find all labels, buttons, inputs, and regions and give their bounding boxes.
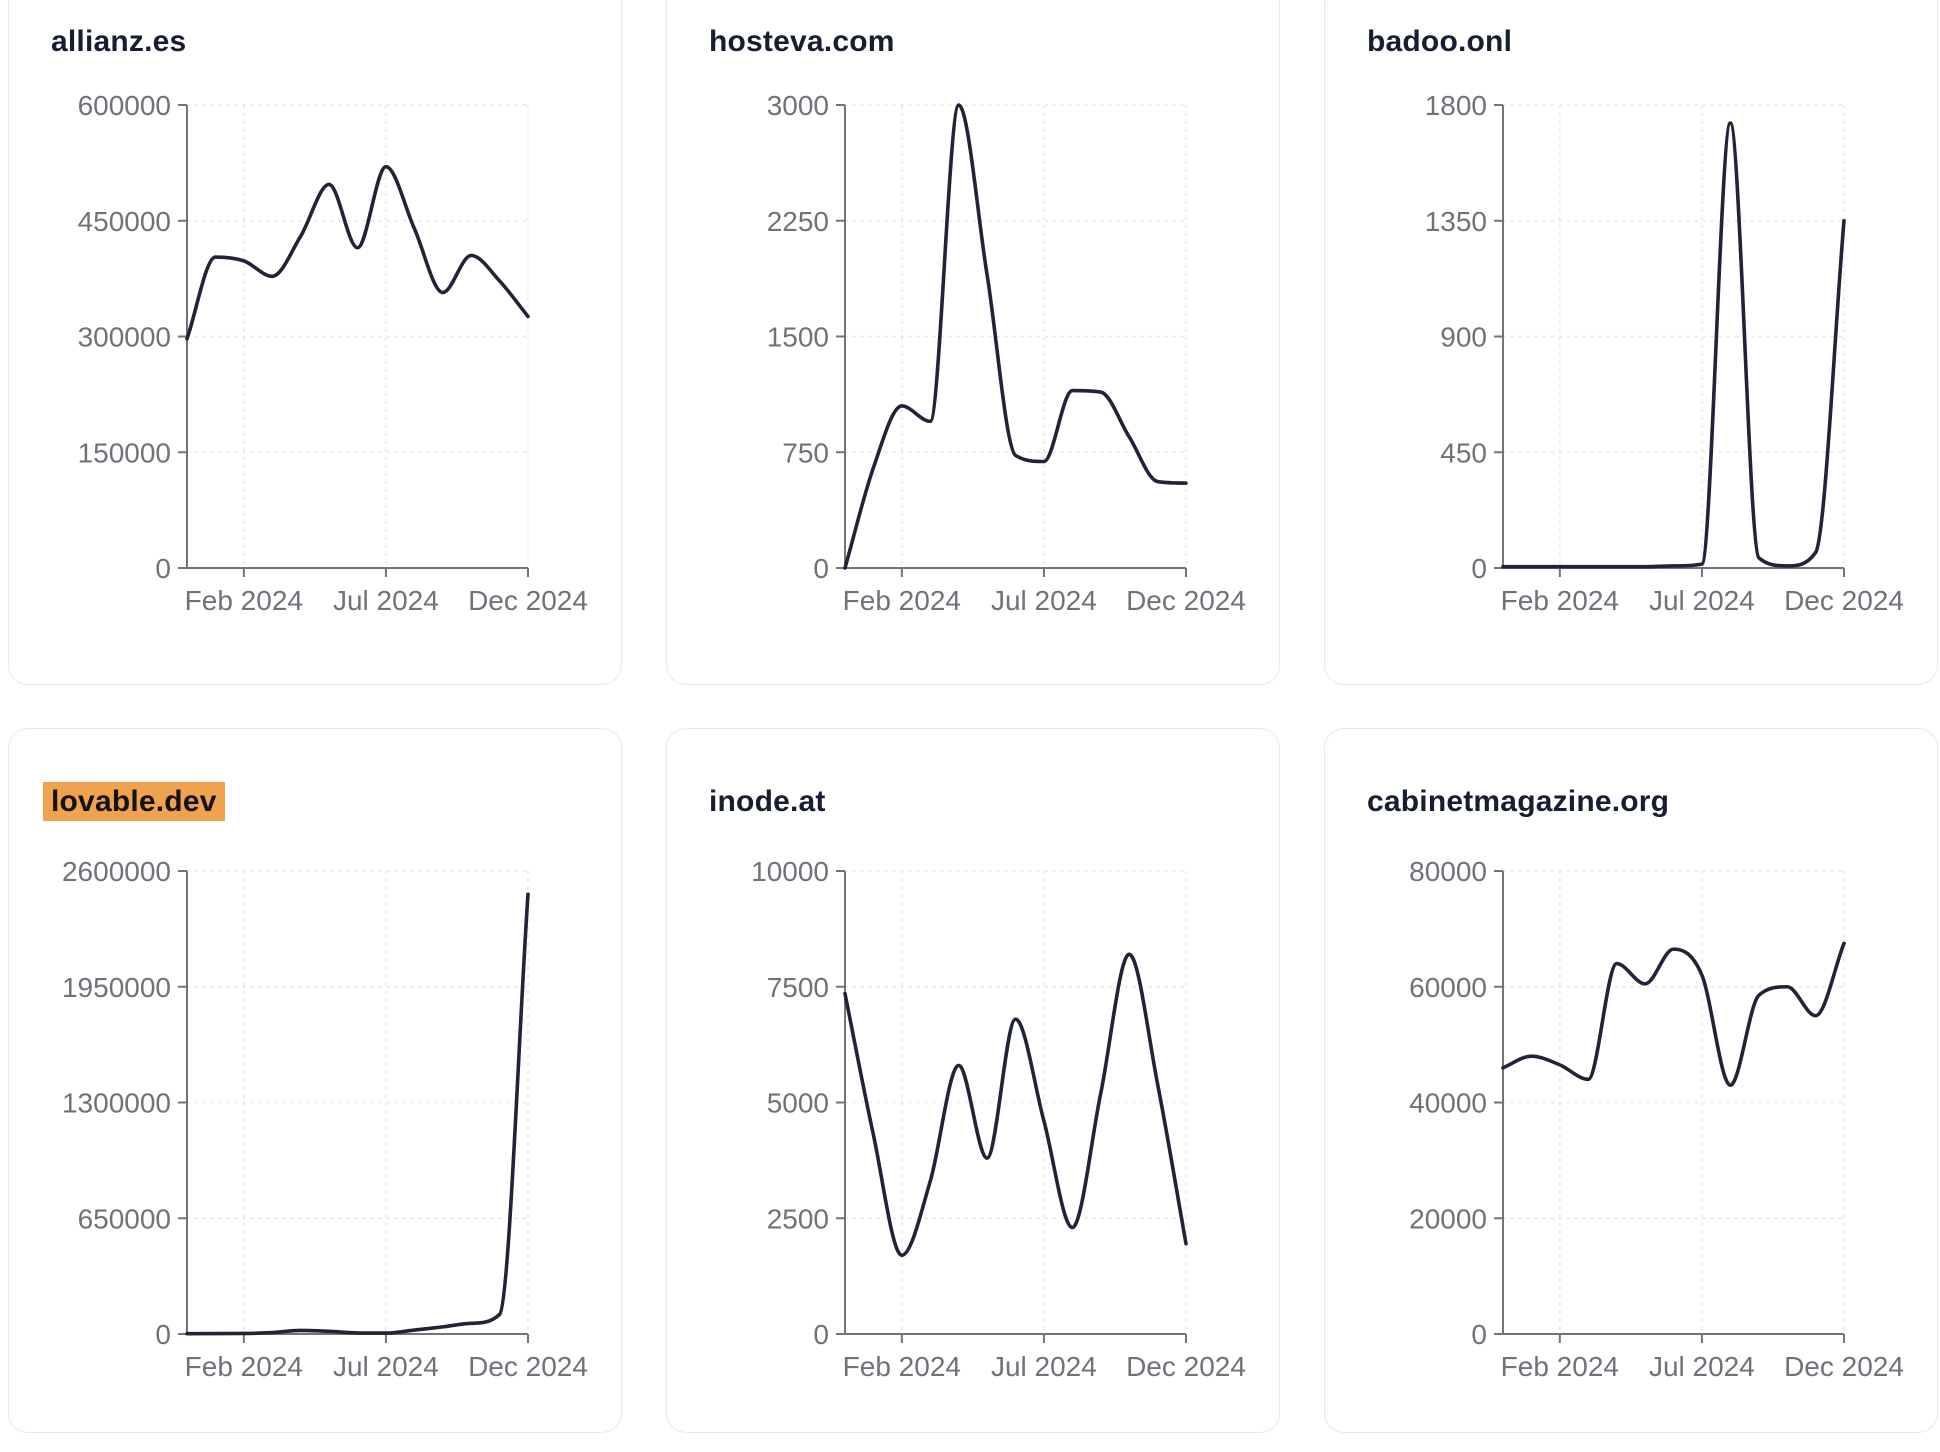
grid	[187, 104, 529, 568]
line-chart: 0 150000 300000 450000 600000 Feb 2024 Jul 202…	[78, 90, 588, 616]
chart-title: hosteva.com	[701, 25, 903, 59]
chart-title: cabinetmagazine.org	[1359, 785, 1677, 819]
x-tick-label: Feb 2024	[1501, 1351, 1619, 1382]
x-tick-label: Feb 2024	[185, 585, 303, 616]
y-tick-label: 0	[1471, 553, 1487, 584]
x-tick-label: Dec 2024	[468, 1351, 588, 1382]
x-tick-label: Jul 2024	[333, 1351, 439, 1382]
axes: 0 450 900 1350 1800 Feb 2024 Jul 2024 Dec 2024	[1425, 90, 1904, 616]
series-line	[185, 164, 530, 341]
y-tick-label: 20000	[1409, 1203, 1487, 1234]
y-tick-label: 0	[813, 553, 829, 584]
domain-title-text[interactable]: inode.at	[709, 785, 826, 818]
domain-title-text[interactable]: cabinetmagazine.org	[1367, 785, 1670, 818]
line-chart: 0 20000 40000 60000 80000 Feb 2024 Jul 2024 Dec…	[1409, 856, 1904, 1382]
y-tick-label: 1800	[1425, 90, 1487, 121]
grid	[845, 104, 1187, 568]
line-chart: 0 750 1500 2250 3000 Feb 2024 Jul 2024 Dec 2024	[767, 90, 1246, 616]
chart-title: lovable.dev	[43, 782, 225, 821]
domain-title-text[interactable]: badoo.onl	[1367, 25, 1513, 58]
grid	[1503, 870, 1845, 1334]
grid	[187, 870, 529, 1334]
y-tick-label: 600000	[78, 90, 171, 121]
x-tick-label: Dec 2024	[1126, 1351, 1246, 1382]
series-line	[843, 952, 1188, 1258]
axes: 0 750 1500 2250 3000 Feb 2024 Jul 2024 Dec 2024	[767, 90, 1246, 616]
x-tick-label: Dec 2024	[468, 585, 588, 616]
axes: 0 2500 5000 7500 10000 Feb 2024 Jul 2024 Dec 20…	[751, 856, 1246, 1382]
grid	[1503, 104, 1845, 568]
line-chart: 0 2500 5000 7500 10000 Feb 2024 Jul 2024 Dec 20…	[751, 856, 1246, 1382]
domain-title-text[interactable]: lovable.dev	[43, 782, 225, 821]
chart-title: badoo.onl	[1359, 25, 1520, 59]
y-tick-label: 1500	[767, 322, 829, 353]
chart-card: badoo.onl 0 450 900 1350 1800 Feb 2024 Jul 202…	[1324, 0, 1938, 685]
y-tick-label: 2500	[767, 1203, 829, 1234]
grid	[845, 870, 1187, 1334]
line-chart: 0 650000 1300000 1950000 2600000 Feb 2024 Jul …	[62, 856, 588, 1382]
y-tick-label: 0	[813, 1319, 829, 1350]
y-tick-label: 450	[1440, 437, 1487, 468]
y-tick-label: 80000	[1409, 856, 1487, 887]
x-tick-label: Dec 2024	[1784, 585, 1904, 616]
x-tick-label: Dec 2024	[1784, 1351, 1904, 1382]
y-tick-label: 5000	[767, 1088, 829, 1119]
domain-title-text[interactable]: hosteva.com	[709, 25, 895, 58]
x-tick-label: Feb 2024	[1501, 585, 1619, 616]
y-tick-label: 10000	[751, 856, 829, 887]
x-tick-label: Jul 2024	[333, 585, 439, 616]
series-line	[843, 103, 1188, 570]
chart-card: hosteva.com 0 750 1500 2250 3000 Feb 2024 Jul …	[666, 0, 1280, 685]
y-tick-label: 450000	[78, 206, 171, 237]
axes: 0 150000 300000 450000 600000 Feb 2024 Jul 202…	[78, 90, 588, 616]
y-tick-label: 3000	[767, 90, 829, 121]
y-tick-label: 900	[1440, 322, 1487, 353]
x-tick-label: Dec 2024	[1126, 585, 1246, 616]
y-tick-label: 7500	[767, 972, 829, 1003]
line-chart: 0 450 900 1350 1800 Feb 2024 Jul 2024 Dec 2024	[1425, 90, 1904, 616]
y-tick-label: 1300000	[62, 1088, 171, 1119]
chart-card: allianz.es 0 150000 300000 450000 600000 Feb …	[8, 0, 622, 685]
axes: 0 20000 40000 60000 80000 Feb 2024 Jul 2024 Dec…	[1409, 856, 1904, 1382]
series-line	[185, 892, 530, 1336]
series-line	[1501, 941, 1846, 1087]
chart-card: cabinetmagazine.org 0 20000 40000 60000 8000…	[1324, 728, 1938, 1433]
y-tick-label: 300000	[78, 322, 171, 353]
y-tick-label: 1950000	[62, 972, 171, 1003]
x-tick-label: Jul 2024	[1649, 1351, 1755, 1382]
chart-title: inode.at	[701, 785, 834, 819]
chart-card: inode.at 0 2500 5000 7500 10000 Feb 2024 Jul 2…	[666, 728, 1280, 1433]
x-tick-label: Jul 2024	[991, 585, 1097, 616]
y-tick-label: 750	[782, 437, 829, 468]
y-tick-label: 0	[155, 1319, 171, 1350]
y-tick-label: 1350	[1425, 206, 1487, 237]
y-tick-label: 2600000	[62, 856, 171, 887]
series-line	[1501, 121, 1846, 569]
x-tick-label: Jul 2024	[991, 1351, 1097, 1382]
x-tick-label: Jul 2024	[1649, 585, 1755, 616]
y-tick-label: 650000	[78, 1203, 171, 1234]
y-tick-label: 40000	[1409, 1088, 1487, 1119]
y-tick-label: 150000	[78, 437, 171, 468]
x-tick-label: Feb 2024	[843, 585, 961, 616]
y-tick-label: 0	[1471, 1319, 1487, 1350]
x-tick-label: Feb 2024	[843, 1351, 961, 1382]
y-tick-label: 60000	[1409, 972, 1487, 1003]
axes: 0 650000 1300000 1950000 2600000 Feb 2024 Jul …	[62, 856, 588, 1382]
domain-title-text[interactable]: allianz.es	[51, 25, 187, 58]
y-tick-label: 0	[155, 553, 171, 584]
chart-title: allianz.es	[43, 25, 194, 59]
y-tick-label: 2250	[767, 206, 829, 237]
x-tick-label: Feb 2024	[185, 1351, 303, 1382]
chart-card: lovable.dev 0 650000 1300000 1950000 2600000…	[8, 728, 622, 1433]
